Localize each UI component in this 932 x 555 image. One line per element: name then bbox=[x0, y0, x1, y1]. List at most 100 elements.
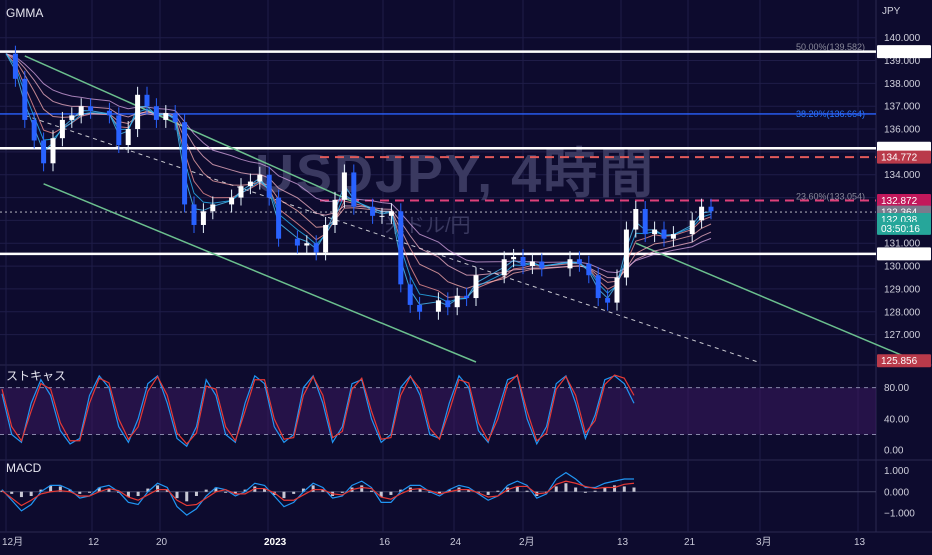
stochastic-band bbox=[0, 387, 876, 435]
candle-body bbox=[708, 206, 714, 212]
candle-body bbox=[125, 129, 131, 146]
macd-histogram-bar bbox=[233, 491, 237, 494]
candle-body bbox=[642, 208, 648, 235]
x-tick-label: 12月 bbox=[2, 536, 23, 548]
main-y-tick-label: 129.000 bbox=[884, 284, 921, 295]
x-tick-label: 13 bbox=[617, 537, 629, 548]
macd-histogram-bar bbox=[525, 490, 529, 492]
candle-body bbox=[144, 94, 150, 107]
price-tag-label: 135.160 bbox=[881, 144, 918, 155]
price-tag-label: 132.038 bbox=[881, 215, 918, 226]
trend-channel-line bbox=[24, 55, 355, 203]
x-tick-label: 2月 bbox=[519, 536, 535, 548]
candle-body bbox=[605, 298, 611, 303]
macd-pane-title: MACD bbox=[6, 461, 42, 475]
candle-body bbox=[689, 220, 695, 235]
macd-histogram-bar bbox=[603, 487, 607, 492]
x-tick-label: 13 bbox=[854, 537, 866, 548]
macd-histogram-bar bbox=[360, 485, 364, 492]
candle-body bbox=[50, 138, 56, 164]
macd-pane[interactable] bbox=[0, 471, 876, 516]
candle-body bbox=[59, 119, 65, 139]
candle-body bbox=[520, 256, 526, 267]
price-tag-label: 125.856 bbox=[881, 356, 918, 367]
candle-body bbox=[229, 197, 235, 205]
candle-body bbox=[135, 94, 141, 130]
candle-body bbox=[454, 295, 460, 308]
stochastic-pane[interactable] bbox=[0, 373, 876, 448]
candle-body bbox=[473, 275, 479, 299]
main-y-tick-label: 127.000 bbox=[884, 330, 921, 341]
macd-histogram-bar bbox=[593, 490, 597, 492]
candle-body bbox=[247, 181, 253, 187]
macd-histogram-bar bbox=[574, 487, 578, 492]
macd-histogram-bar bbox=[467, 489, 471, 492]
main-y-tick-label: 134.000 bbox=[884, 170, 921, 181]
main-pane-title: GMMA bbox=[6, 6, 43, 20]
candle-body bbox=[69, 115, 75, 120]
main-y-tick-label: 138.000 bbox=[884, 79, 921, 90]
price-tag-label: 134.772 bbox=[881, 153, 918, 164]
candle-body bbox=[116, 115, 122, 146]
candle-body bbox=[417, 304, 423, 312]
stochastic-y-tick-label: 80.00 bbox=[884, 383, 909, 394]
macd-histogram-bar bbox=[39, 489, 43, 492]
candle-body bbox=[529, 261, 535, 267]
main-y-tick-label: 137.000 bbox=[884, 102, 921, 113]
price-tag-label: 130.532 bbox=[881, 249, 918, 260]
candle-body bbox=[200, 211, 206, 225]
candle-body bbox=[210, 204, 216, 212]
macd-histogram-bar bbox=[496, 490, 500, 492]
macd-histogram-bar bbox=[292, 491, 296, 494]
macd-histogram-bar bbox=[19, 491, 23, 498]
candle-body bbox=[370, 206, 376, 216]
macd-histogram-bar bbox=[214, 487, 218, 492]
chart-watermark: USDJPY, 4時間 bbox=[255, 144, 655, 204]
candle-body bbox=[576, 259, 582, 264]
candle-body bbox=[106, 110, 112, 116]
candle-body bbox=[294, 238, 300, 246]
macd-histogram-bar bbox=[49, 485, 53, 492]
price-tag bbox=[877, 150, 931, 164]
macd-histogram-bar bbox=[10, 491, 14, 494]
candle-body bbox=[633, 208, 639, 230]
candle-body bbox=[304, 243, 310, 246]
price-tag bbox=[877, 193, 931, 207]
macd-histogram-bar bbox=[224, 491, 228, 493]
stochastic-line bbox=[1, 374, 635, 448]
macd-histogram-bar bbox=[311, 485, 315, 492]
macd-y-tick-label: 0.000 bbox=[884, 487, 909, 498]
macd-histogram-bar bbox=[340, 491, 344, 493]
macd-y-tick-label: −1.000 bbox=[884, 509, 915, 520]
candle-body bbox=[22, 78, 28, 120]
macd-histogram-bar bbox=[185, 491, 189, 502]
macd-histogram-bar bbox=[58, 486, 62, 492]
candle-body bbox=[88, 106, 94, 111]
candle-body bbox=[614, 277, 620, 303]
candle-body bbox=[332, 199, 338, 225]
macd-histogram-bar bbox=[632, 487, 636, 492]
macd-histogram-bar bbox=[68, 489, 72, 492]
macd-histogram-bar bbox=[564, 483, 568, 492]
macd-histogram-bar bbox=[486, 491, 490, 495]
candle-body bbox=[539, 261, 545, 269]
currency-label: JPY bbox=[882, 6, 901, 17]
macd-histogram-bar bbox=[156, 485, 160, 492]
candle-body bbox=[182, 122, 188, 205]
main-pane[interactable]: 50.00%(139.582)38.20%(136.664)23.60%(133… bbox=[0, 42, 919, 363]
candle-body bbox=[445, 300, 451, 308]
macd-histogram-bar bbox=[438, 491, 442, 494]
macd-y-tick-label: 1.000 bbox=[884, 466, 909, 477]
macd-histogram-bar bbox=[613, 485, 617, 492]
macd-histogram-bar bbox=[515, 486, 519, 492]
candle-body bbox=[351, 172, 357, 207]
macd-histogram-bar bbox=[97, 487, 101, 492]
candle-body bbox=[567, 259, 573, 269]
stochastic-line bbox=[1, 373, 635, 445]
candle-body bbox=[257, 174, 263, 182]
macd-histogram-bar bbox=[194, 491, 198, 496]
macd-histogram-bar bbox=[379, 491, 383, 498]
macd-histogram-bar bbox=[146, 488, 150, 492]
